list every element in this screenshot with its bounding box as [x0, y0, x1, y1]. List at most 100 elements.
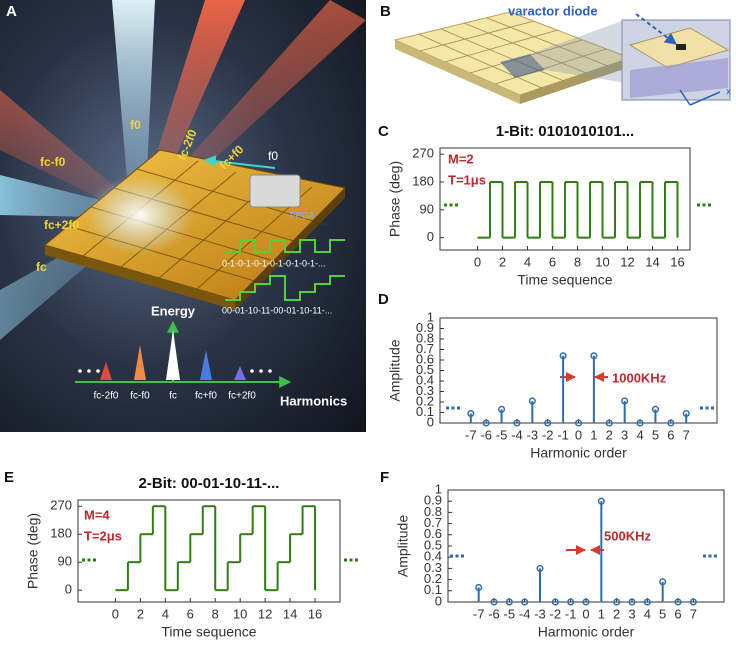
metasurface-grid: [417, 17, 609, 89]
stem-marker: [467, 410, 475, 418]
spectrum-peak: [166, 330, 180, 380]
x-tick-label: 5: [659, 606, 666, 621]
stem-marker: [482, 419, 490, 427]
panel-label: B: [380, 3, 391, 20]
spectrum-label: fc+2f0: [228, 391, 256, 402]
y-tick-label: 0.8: [416, 330, 434, 345]
plot-frame: [439, 317, 718, 424]
x-tick-label: 0: [582, 606, 589, 621]
stem-marker: [567, 598, 575, 606]
stem-marker: [590, 352, 598, 360]
control-frequency: f0: [268, 149, 278, 163]
x-tick-label: -2: [550, 606, 562, 621]
axis-arrow: [679, 89, 691, 106]
beam: [112, 0, 155, 215]
stem-marker: [597, 497, 605, 505]
stem-marker: [667, 419, 675, 427]
stem-marker: [521, 598, 529, 606]
stem-marker: [551, 598, 559, 606]
annotation: 500KHz: [604, 528, 651, 543]
spectrum-label: fc-f0: [130, 391, 150, 402]
chart-title: 1-Bit: 0101010101...: [496, 123, 634, 140]
y-tick-label: 180: [50, 526, 72, 541]
x-tick-label: 4: [636, 427, 643, 442]
x-tick-label: -1: [557, 427, 569, 442]
y-axis-title: Amplitude: [395, 515, 411, 577]
stem-marker: [498, 405, 506, 413]
x-tick-label: -1: [565, 606, 577, 621]
stem-marker: [475, 583, 483, 591]
y-tick-label: 0.2: [424, 571, 442, 586]
beam-label: f0: [130, 118, 141, 132]
inset-substrate: [630, 58, 728, 98]
x-tick-label: 12: [620, 254, 634, 269]
x-tick-label: 2: [606, 427, 613, 442]
metasurface-edge: [395, 40, 520, 104]
code-label: 00-01-10-11-00-01-10-11-...: [222, 305, 332, 315]
x-tick-label: 6: [187, 606, 194, 621]
x-tick-label: 4: [644, 606, 651, 621]
x-tick-label: -2: [542, 427, 554, 442]
y-tick-label: 0.5: [416, 362, 434, 377]
y-tick-label: 90: [58, 554, 72, 569]
annotation: T=2μs: [84, 528, 122, 543]
plot-frame: [447, 489, 725, 603]
spectrum-peak: [100, 362, 112, 380]
stem-marker: [682, 410, 690, 418]
x-tick-label: 7: [690, 606, 697, 621]
stem-marker: [528, 397, 536, 405]
spectrum-peak: [234, 366, 246, 380]
x-tick-label: 4: [524, 254, 531, 269]
y-tick-label: 0.6: [416, 351, 434, 366]
controller-label: FPGA: [290, 210, 315, 220]
spectrum-label: fc+f0: [195, 391, 217, 402]
x-tick-label: -3: [527, 427, 539, 442]
y-tick-label: 0.4: [416, 372, 434, 387]
panel-label: E: [4, 469, 14, 486]
x-tick-label: 2: [613, 606, 620, 621]
y-tick-label: 0.4: [424, 549, 442, 564]
x-tick-label: 16: [308, 606, 322, 621]
x-tick-label: 14: [645, 254, 659, 269]
panel-label: A: [6, 3, 17, 20]
stem-marker: [574, 419, 583, 427]
x-tick-label: -4: [511, 427, 523, 442]
x-axis-title: Time sequence: [517, 272, 612, 288]
x-tick-label: -7: [465, 427, 477, 442]
y-tick-label: 90: [420, 201, 434, 216]
y-axis-title: Phase (deg): [387, 161, 403, 237]
stem-marker: [513, 419, 521, 427]
metasurface-edge: [520, 58, 630, 104]
stem-marker: [490, 598, 498, 606]
beam-label: fc-f0: [40, 155, 66, 169]
x-tick-label: 7: [683, 427, 690, 442]
x-tick-label: 3: [621, 427, 628, 442]
y-axis-title: Amplitude: [387, 339, 403, 401]
x-tick-label: -6: [488, 606, 500, 621]
spectrum-peak: [200, 350, 212, 380]
beam-label: fc+2f0: [44, 218, 79, 232]
stem-marker: [689, 598, 697, 606]
stem-marker: [605, 419, 613, 427]
x-axis-title: Harmonic order: [530, 445, 627, 461]
fpga-board: [249, 174, 301, 208]
x-tick-label: -5: [504, 606, 516, 621]
stem-marker: [636, 419, 644, 427]
stem-marker: [559, 352, 567, 360]
annotation: M=2: [448, 151, 474, 166]
code-waveform: [225, 239, 345, 253]
y-tick-label: 0: [435, 593, 442, 608]
x-tick-label: 8: [574, 254, 581, 269]
y-tick-label: 0.9: [424, 493, 442, 508]
varactor: [676, 44, 686, 50]
y-tick-label: 180: [412, 173, 434, 188]
spectrum-peak: [134, 345, 146, 380]
spectrum-label: fc: [169, 391, 177, 402]
x-tick-label: 1: [590, 427, 597, 442]
y-tick-label: 0: [427, 414, 434, 429]
spectrum-label: fc-2f0: [93, 391, 118, 402]
stem-marker: [544, 419, 552, 427]
annotation: 1000KHz: [612, 370, 667, 385]
y-tick-label: 270: [50, 498, 72, 513]
panel-a: A f0 fc-2f0 fc-f0 fc+f0 fc+2f0 fc f0 FPG…: [0, 0, 366, 432]
